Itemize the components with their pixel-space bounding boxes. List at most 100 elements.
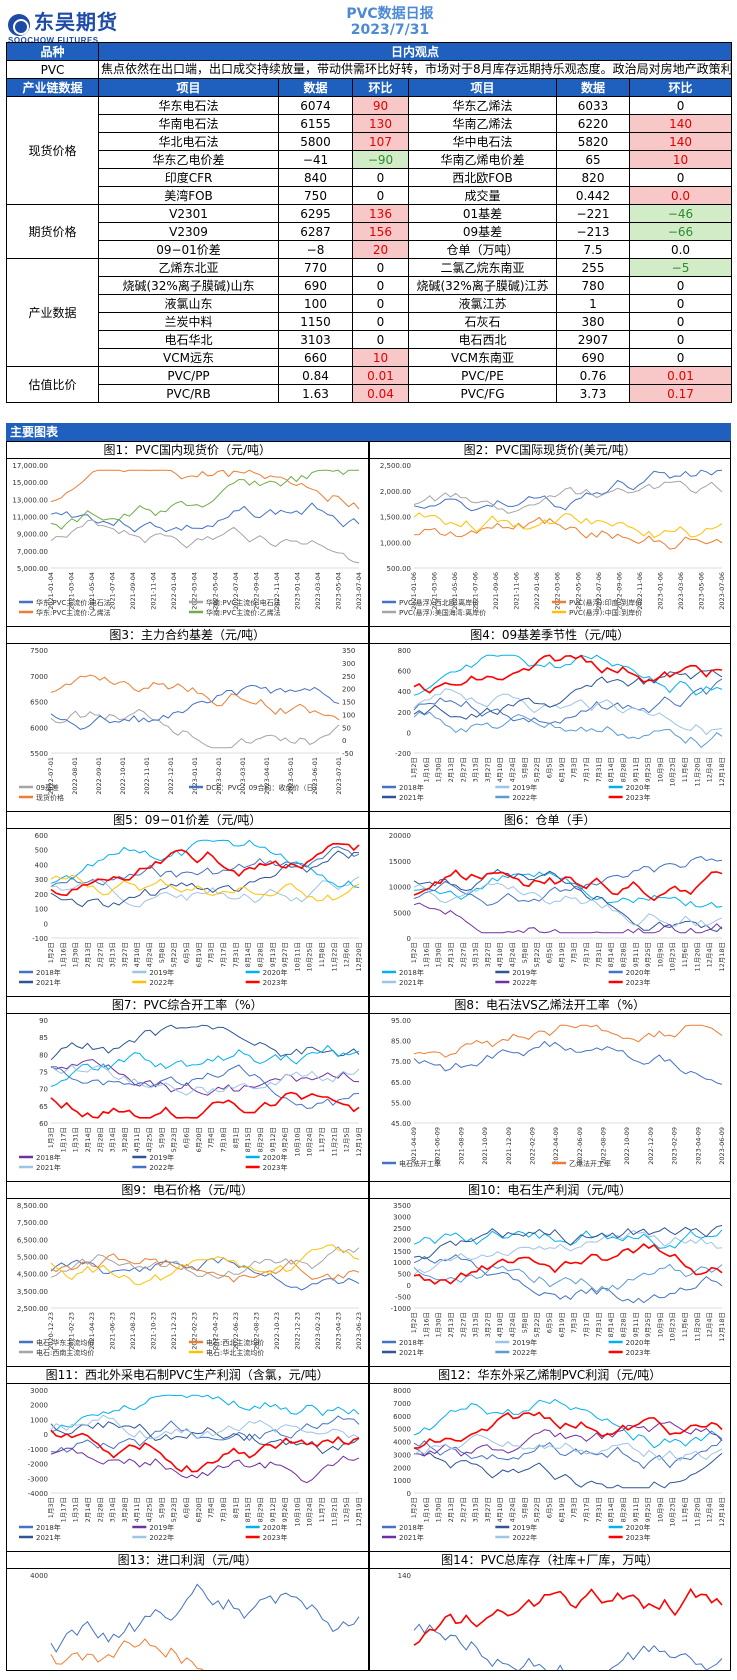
- x-tick-label: 9月11日: [631, 1497, 639, 1522]
- series-line: [413, 902, 722, 934]
- value-left: 3103: [278, 330, 353, 349]
- x-tick-label: 2021-09-04: [129, 572, 137, 610]
- x-tick-label: 2022-04-23: [211, 1312, 219, 1350]
- x-tick-label: 2月13日: [446, 757, 454, 782]
- chart-title: 图10：电石生产利润（元/吨）: [369, 1182, 730, 1199]
- item-header-left: 项目: [98, 78, 279, 97]
- x-tick-label: 8月29日: [256, 1127, 264, 1152]
- value-right: 255: [556, 258, 630, 277]
- logo-text: 东吴期货: [34, 10, 118, 34]
- legend-label: PVC(悬浮):印度:到岸价: [569, 598, 642, 607]
- legend-label: 2022年: [512, 1533, 537, 1542]
- x-tick-label: 6月6日: [183, 1497, 191, 1518]
- chart-plot: 8,500.00 7,500.00 6,500.00 5,500.00 4,500.00…: [17, 1202, 363, 1357]
- change-left: 0.04: [352, 384, 409, 403]
- chart-plot: 2,500.002,000.001,500.001,000.00500.0020…: [379, 462, 725, 617]
- y-tick-label: 5500: [30, 750, 48, 758]
- legend-label: 2020年: [625, 1523, 650, 1532]
- legend-label: 2020年: [263, 1523, 288, 1532]
- x-tick-label: 2023-04-23: [334, 1312, 342, 1350]
- x-tick-label: 10月10日: [293, 1127, 301, 1157]
- legend-label: 华南:PVC主流价:乙烯法: [206, 608, 281, 617]
- x-tick-label: 2月28日: [96, 1127, 104, 1152]
- chart-panel: 图1：PVC国内现货价（元/吨） 17,000.00 15,000.00 13,000…: [6, 441, 369, 627]
- x-tick-label: 7月31日: [594, 1497, 602, 1522]
- series-line: [50, 469, 360, 510]
- x-tick-label: 2022-08-01: [71, 757, 79, 795]
- legend-label: 2021年: [399, 793, 424, 802]
- variety-header: 品种: [6, 42, 99, 61]
- legend-label: 2018年: [399, 968, 424, 977]
- change-left: 0: [352, 312, 409, 331]
- y-tick-label: 60: [39, 1120, 48, 1128]
- x-tick-label: 2020-12-23: [47, 1312, 55, 1350]
- y-tick-label: 500: [397, 1271, 410, 1279]
- y-tick-label: 4,500.00: [17, 1271, 48, 1279]
- series-line: [50, 519, 360, 564]
- chart-title: 图2：PVC国际现货价(美元/吨）: [369, 442, 730, 459]
- item-left: 烧碱(32%离子膜碱)山东: [98, 276, 279, 295]
- y-tick-label: 200: [397, 709, 410, 717]
- x-tick-label: 9月25日: [644, 1497, 652, 1522]
- series-line: [413, 1447, 722, 1489]
- x-tick-label: 3月27日: [483, 942, 491, 967]
- legend-label: 2019年: [512, 1338, 537, 1347]
- value-right: 6033: [556, 96, 630, 115]
- x-tick-label: 7月31日: [594, 757, 602, 782]
- series-line: [50, 1064, 360, 1096]
- change-right: −66: [628, 222, 733, 241]
- y-tick-label: 3000: [393, 1213, 411, 1221]
- series-line: [413, 1587, 723, 1646]
- x-tick-label: 2021-08-23: [129, 1312, 137, 1350]
- x-tick-label: 6月5日: [545, 1497, 553, 1518]
- x-tick-label: 9月13日: [269, 942, 277, 967]
- x-tick-label: 2021-09-06: [492, 572, 500, 610]
- series-line: [413, 1040, 722, 1085]
- x-tick-label: 2022-06-23: [232, 1312, 240, 1350]
- item-left: 华东电石法: [98, 96, 279, 115]
- x-tick-label: 2022-12-23: [293, 1312, 301, 1350]
- y-tick-label: 4000: [30, 1572, 48, 1580]
- change-right: 0.0: [628, 186, 733, 205]
- x-tick-label: 7月31日: [594, 1312, 602, 1337]
- x-tick-label: 2月13日: [446, 1497, 454, 1522]
- x-tick-label: 10月9日: [656, 942, 664, 967]
- item-left: 乙烯东北亚: [98, 258, 279, 277]
- change-right: −46: [628, 204, 733, 223]
- report-date: 2023/7/31: [350, 22, 430, 38]
- chart-title: 图12：华东外采乙烯制PVC利润（元/吨）: [369, 1367, 730, 1384]
- x-tick-label: 1月3日: [47, 1127, 55, 1148]
- x-tick-label: 1月16日: [422, 757, 430, 782]
- x-tick-label: 9月12日: [269, 1127, 277, 1152]
- legend-label: PVC(悬浮):美国海湾:离岸价: [399, 608, 486, 617]
- x-tick-label: 12月19日: [355, 1127, 363, 1157]
- x-tick-label: 7月3日: [207, 942, 215, 963]
- report-header: 东吴期货 SOOCHOW FUTURES PVC数据日报 2023/7/31: [0, 0, 737, 45]
- x-tick-label: 10月9日: [656, 1312, 664, 1337]
- y-tick-label: 4000: [393, 1439, 411, 1447]
- y-tick-label: 5000: [393, 1426, 411, 1434]
- x-tick-label: 12月20日: [355, 942, 363, 972]
- x-tick-label: 6月20日: [195, 1127, 203, 1152]
- table-row: 液氯山东 100 0 液氯江苏 1 0: [7, 294, 733, 313]
- y2-tick-label: 350: [342, 647, 355, 655]
- y-tick-label: -3000: [28, 1475, 48, 1483]
- change-left: 0: [352, 258, 409, 277]
- table-row: 09−01价差 −8 20 仓单（万吨） 7.5 0.0: [7, 240, 733, 259]
- series-line: [413, 1225, 722, 1260]
- x-tick-label: 10月23日: [668, 942, 676, 972]
- item-right: 09基差: [408, 222, 557, 241]
- change-right: 0: [628, 294, 733, 313]
- x-tick-label: 8月14日: [607, 1497, 615, 1522]
- y2-tick-label: 250: [342, 673, 355, 681]
- legend-label: 2019年: [149, 1523, 174, 1532]
- legend-label: 华东:PVC主流价:电石法: [36, 598, 111, 607]
- x-tick-label: 9月25日: [644, 1312, 652, 1337]
- item-right: PVC/PE: [408, 366, 557, 385]
- x-tick-label: 2023-03-06: [676, 572, 684, 610]
- value-right: 65: [556, 150, 630, 169]
- x-tick-label: 2022-07-04: [232, 572, 240, 610]
